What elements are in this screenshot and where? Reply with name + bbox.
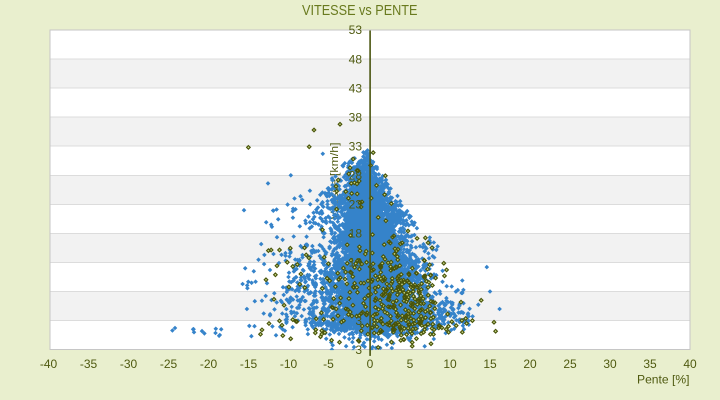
svg-text:-5: -5 <box>323 357 334 371</box>
svg-text:13: 13 <box>349 256 363 270</box>
svg-text:-10: -10 <box>280 357 298 371</box>
svg-text:15: 15 <box>483 357 497 371</box>
svg-text:3: 3 <box>355 343 362 357</box>
svg-text:43: 43 <box>349 81 363 95</box>
svg-text:53: 53 <box>349 23 363 37</box>
svg-text:10: 10 <box>443 357 457 371</box>
svg-text:VITESSE vs PENTE: VITESSE vs PENTE <box>302 3 418 19</box>
svg-text:28: 28 <box>349 169 363 183</box>
svg-text:-30: -30 <box>120 357 138 371</box>
svg-text:-15: -15 <box>240 357 258 371</box>
svg-text:-20: -20 <box>200 357 218 371</box>
svg-text:35: 35 <box>643 357 657 371</box>
svg-text:18: 18 <box>349 227 363 241</box>
svg-text:30: 30 <box>603 357 617 371</box>
svg-text:-40: -40 <box>40 357 58 371</box>
svg-text:40: 40 <box>683 357 697 371</box>
svg-text:-35: -35 <box>80 357 98 371</box>
svg-text:25: 25 <box>563 357 577 371</box>
svg-text:5: 5 <box>407 357 414 371</box>
svg-text:-25: -25 <box>160 357 178 371</box>
svg-text:Pente [%]: Pente [%] <box>637 373 690 387</box>
svg-text:20: 20 <box>523 357 537 371</box>
svg-text:0: 0 <box>367 357 374 371</box>
svg-text:38: 38 <box>349 110 363 124</box>
svg-text:3: 3 <box>355 314 362 328</box>
svg-text:33: 33 <box>349 139 363 153</box>
svg-text:48: 48 <box>349 52 363 66</box>
svg-text:23: 23 <box>349 198 363 212</box>
